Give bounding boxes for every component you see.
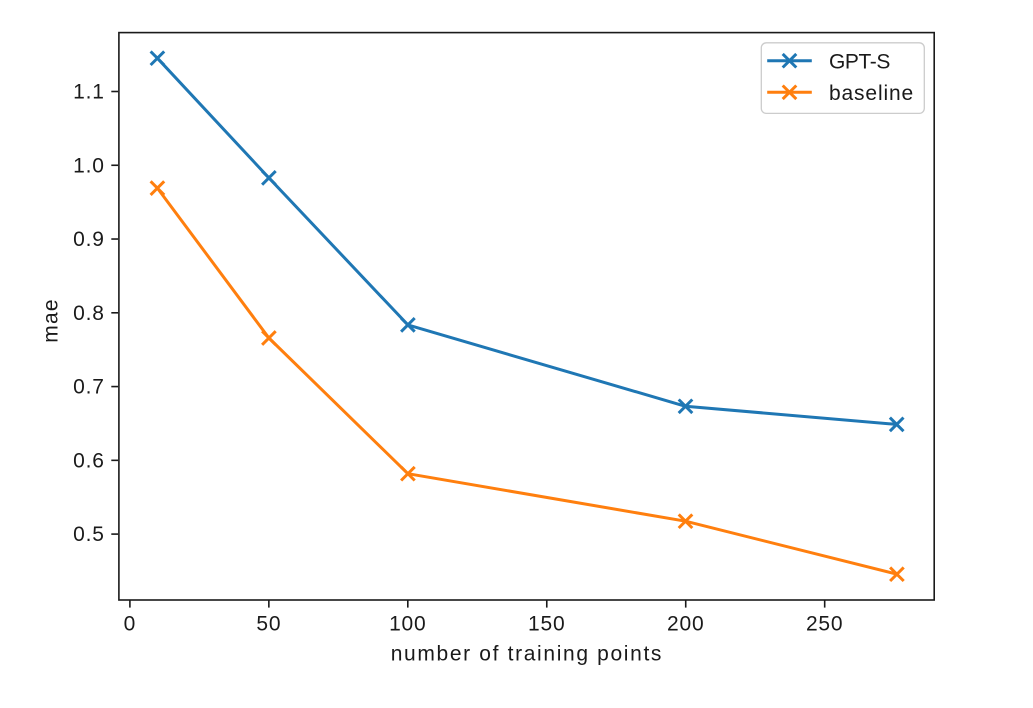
svg-text:mae: mae (40, 298, 63, 342)
svg-text:0.6: 0.6 (73, 449, 105, 472)
svg-text:1.0: 1.0 (73, 154, 105, 177)
svg-text:GPT-S: GPT-S (829, 51, 890, 74)
svg-text:number of training points: number of training points (391, 643, 663, 666)
svg-text:200: 200 (667, 613, 704, 636)
svg-text:100: 100 (389, 613, 426, 636)
svg-text:150: 150 (528, 613, 565, 636)
svg-text:0.5: 0.5 (73, 523, 105, 546)
svg-text:baseline: baseline (829, 82, 914, 105)
svg-text:250: 250 (806, 613, 843, 636)
svg-text:0.9: 0.9 (73, 228, 105, 251)
svg-text:50: 50 (256, 613, 281, 636)
svg-text:0.8: 0.8 (73, 302, 105, 325)
svg-text:0.7: 0.7 (73, 376, 105, 399)
svg-text:0: 0 (124, 613, 136, 636)
svg-text:1.1: 1.1 (73, 81, 105, 104)
